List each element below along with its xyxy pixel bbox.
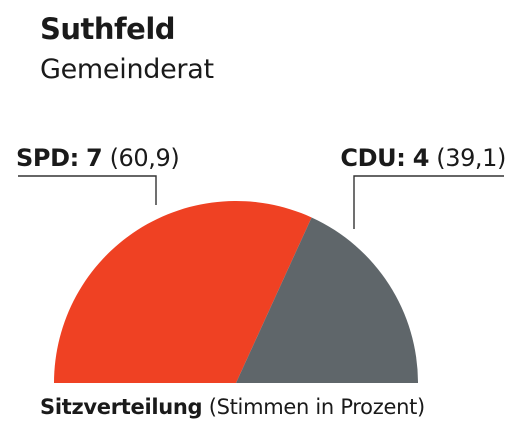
label-spd-seats: 7 [86, 144, 103, 172]
label-spd: SPD: 7 (60,9) [16, 144, 180, 172]
chart-footer: Sitzverteilung (Stimmen in Prozent) [40, 395, 425, 419]
leader-line-spd [18, 175, 157, 205]
label-spd-percent: (60,9) [109, 144, 180, 172]
footer-bold: Sitzverteilung [40, 395, 203, 419]
chart-title: Suthfeld [40, 12, 176, 46]
segment-cdu [236, 217, 418, 383]
footer-rest: (Stimmen in Prozent) [208, 395, 426, 419]
label-cdu-percent: (39,1) [436, 144, 506, 172]
chart-subtitle: Gemeinderat [40, 54, 214, 85]
leader-line-cdu [353, 175, 504, 229]
label-spd-party: SPD: [16, 144, 79, 172]
segment-spd [54, 200, 312, 383]
label-cdu-party: CDU: [340, 144, 406, 172]
label-cdu: CDU: 4 (39,1) [340, 144, 506, 172]
label-cdu-seats: 4 [412, 144, 430, 172]
